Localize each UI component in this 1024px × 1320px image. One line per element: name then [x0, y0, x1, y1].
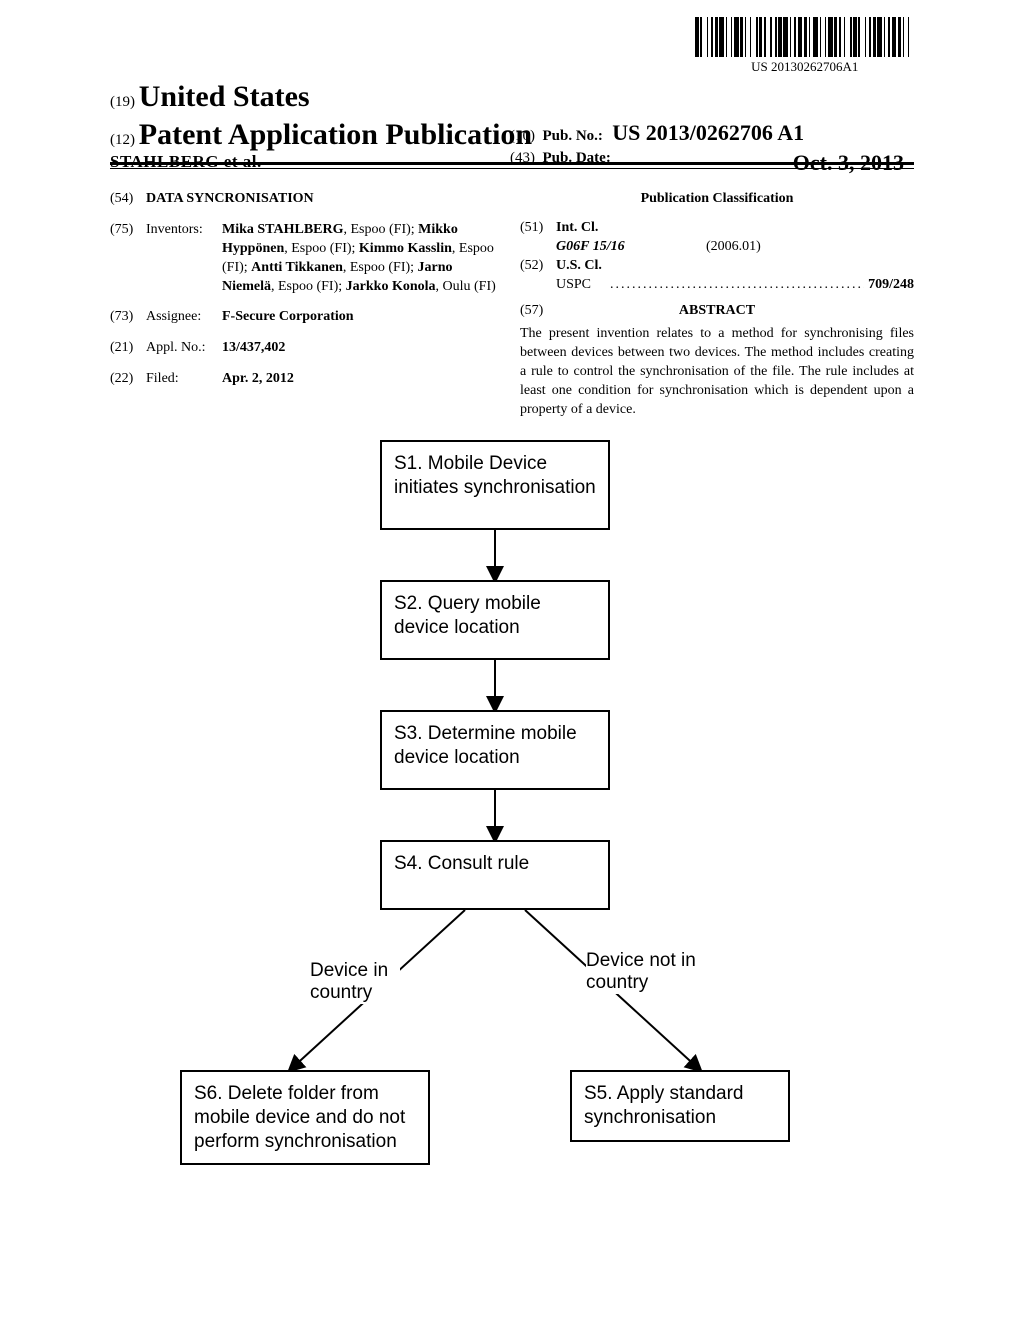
title: DATA SYNCRONISATION [146, 190, 500, 209]
code-52: (52) [520, 257, 556, 276]
title-row: (54) DATA SYNCRONISATION [110, 190, 500, 209]
inventors: Mika STAHLBERG, Espoo (FI); Mikko Hyppön… [222, 221, 500, 297]
pubclass-heading: Publication Classification [520, 190, 914, 209]
code-10: (10) [510, 128, 535, 144]
flowchart-box-s6: S6. Delete folder from mobile device and… [180, 1070, 430, 1165]
biblio-left: (54) DATA SYNCRONISATION (75) Inventors:… [110, 190, 500, 401]
applno: 13/437,402 [222, 339, 500, 358]
flowchart-box-s4: S4. Consult rule [380, 840, 610, 910]
rule-thin [110, 168, 914, 169]
doctype-line: (12) Patent Application Publication [110, 118, 532, 152]
flowchart-box-s3: S3. Determine mobile device location [380, 710, 610, 790]
inventors-label: Inventors: [146, 221, 222, 297]
flowchart-label-left: Device in country [310, 960, 400, 1004]
country: United States [139, 80, 310, 113]
abstract-text: The present invention relates to a metho… [520, 325, 914, 419]
code-54: (54) [110, 190, 146, 209]
header-left: (19) United States (12) Patent Applicati… [110, 80, 532, 172]
uscl-label: U.S. Cl. [556, 257, 602, 276]
flowchart-box-s5: S5. Apply standard synchronisation [570, 1070, 790, 1142]
uspc-value: 709/248 [868, 276, 914, 295]
dots: ........................................… [610, 276, 864, 295]
rule-thick [110, 162, 914, 165]
abstract-label: ABSTRACT [556, 302, 914, 321]
assignee: F-Secure Corporation [222, 308, 500, 327]
uscl-sub: USPC ...................................… [556, 276, 914, 295]
code-73: (73) [110, 308, 146, 327]
inventors-row: (75) Inventors: Mika STAHLBERG, Espoo (F… [110, 221, 500, 297]
intcl-date: (2006.01) [706, 238, 761, 257]
biblio-right: Publication Classification (51) Int. Cl.… [520, 190, 914, 420]
code-75: (75) [110, 221, 146, 297]
intcl-code: G06F 15/16 [556, 238, 706, 257]
code-12: (12) [110, 132, 135, 148]
filed: Apr. 2, 2012 [222, 370, 500, 389]
barcode-block: US 20130262706A1 [695, 15, 914, 75]
barcode-graphic [695, 15, 914, 57]
assignee-label: Assignee: [146, 308, 222, 327]
intcl-row: (51) Int. Cl. [520, 219, 914, 238]
applno-label: Appl. No.: [146, 339, 222, 358]
code-57: (57) [520, 302, 556, 321]
filed-label: Filed: [146, 370, 222, 389]
code-51: (51) [520, 219, 556, 238]
filed-row: (22) Filed: Apr. 2, 2012 [110, 370, 500, 389]
abstract-heading: (57) ABSTRACT [520, 302, 914, 321]
country-line: (19) United States [110, 80, 532, 114]
intcl-sub: G06F 15/16 (2006.01) [556, 238, 914, 257]
flowchart-box-s2: S2. Query mobile device location [380, 580, 610, 660]
code-21: (21) [110, 339, 146, 358]
uscl-row: (52) U.S. Cl. [520, 257, 914, 276]
flowchart-label-right: Device not in country [586, 950, 696, 994]
flowchart: S1. Mobile Device initiates synchronisat… [170, 430, 870, 1200]
doctype: Patent Application Publication [139, 118, 532, 151]
intcl-label: Int. Cl. [556, 219, 598, 238]
barcode-text: US 20130262706A1 [695, 59, 914, 75]
pubno-line: (10) Pub. No.: US 2013/0262706 A1 [510, 120, 904, 146]
pubno: US 2013/0262706 A1 [607, 120, 804, 145]
code-19: (19) [110, 94, 135, 110]
uspc-label: USPC [556, 276, 606, 295]
pubno-label: Pub. No.: [539, 128, 603, 144]
applno-row: (21) Appl. No.: 13/437,402 [110, 339, 500, 358]
assignee-row: (73) Assignee: F-Secure Corporation [110, 308, 500, 327]
code-22: (22) [110, 370, 146, 389]
flowchart-box-s1: S1. Mobile Device initiates synchronisat… [380, 440, 610, 530]
